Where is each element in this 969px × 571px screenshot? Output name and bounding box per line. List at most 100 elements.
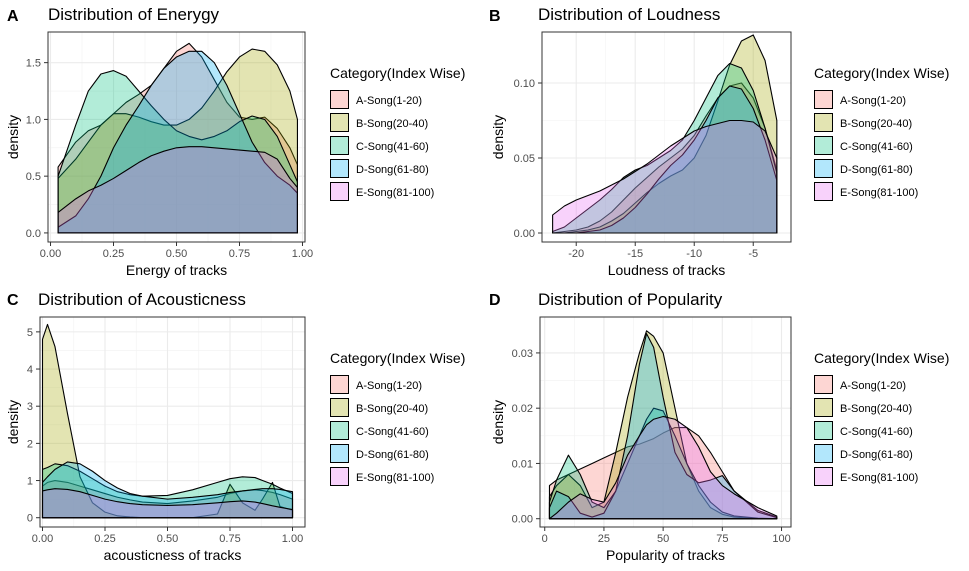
y-axis-title: density [490,115,506,159]
legend-key-bg [814,467,833,486]
legend-label: B-Song(20-40) [356,118,428,130]
legend-label: C-Song(41-60) [356,141,429,153]
x-tick-label: 0 [542,533,548,545]
plot-background [542,32,791,242]
y-axis-title: density [5,400,21,444]
chart-title: Distribution of Enerygy [48,5,220,24]
y-tick-label: 1.5 [26,58,41,70]
legend-swatch [330,159,349,178]
legend-label: C-Song(41-60) [356,426,429,438]
panel-letter: C [7,292,19,309]
x-tick-label: 0.75 [229,248,250,260]
y-tick-label: 0.0 [26,228,41,240]
x-axis-title: Energy of tracks [126,262,227,278]
plot-border [47,31,306,243]
legend-label: B-Song(20-40) [840,403,912,415]
legend-key-bg [330,182,349,201]
panel-letter: B [489,8,501,25]
x-tick-label: 1.00 [282,533,303,545]
legend-key-bg [814,159,833,178]
panel-a: A Distribution of Enerygy 0.00 0.25 0.50 0.75… [5,5,465,278]
chart-title: Distribution of Loudness [538,5,720,24]
legend-swatch [814,375,833,394]
y-tick-label: 0.01 [512,458,533,470]
legend-key-bg [814,90,833,109]
density-area-e [552,119,778,234]
y-tick-label: 0 [27,513,33,525]
y-tick-label: 1.0 [26,114,41,126]
legend-key-bg [814,113,833,132]
legend: Category(Index Wise) A-Song(1-20) B-Song(2… [330,65,465,201]
x-axis-title: acousticness of tracks [104,547,242,563]
y-tick-label: 0.5 [26,171,41,183]
legend-label: A-Song(1-20) [356,95,422,107]
density-area-e [57,146,298,234]
density-area-d [57,50,298,234]
legend-swatch [814,159,833,178]
legend-swatch [814,90,833,109]
density-area-c [552,62,778,234]
legend-swatch [814,421,833,440]
panel-b: B Distribution of Loudness -20 -15 -10 -5 0.00… [489,5,949,278]
legend-swatch [814,136,833,155]
legend: Category(Index Wise) A-Song(1-20) B-Song(2… [330,350,465,486]
legend-key-bg [330,467,349,486]
y-tick-label: 0.05 [514,153,535,165]
x-tick-label: -5 [748,248,758,260]
y-tick-label: 0.00 [512,514,533,526]
x-tick-label: 0.50 [166,248,187,260]
x-tick-label: 0.25 [94,533,115,545]
plot-border [541,31,792,243]
legend-title: Category(Index Wise) [330,350,465,366]
x-tick-label: 50 [657,533,669,545]
legend-label: E-Song(81-100) [356,472,434,484]
legend-key-bg [330,398,349,417]
y-tick-label: 0.02 [512,403,533,415]
legend-label: D-Song(61-80) [840,449,913,461]
x-tick-label: 1.00 [292,248,313,260]
legend: Category(Index Wise) A-Song(1-20) B-Song(2… [814,350,949,486]
legend-swatch [330,444,349,463]
y-tick-label: 0.00 [514,228,535,240]
legend-key-bg [814,421,833,440]
plot-border [39,316,306,528]
x-tick-label: -15 [627,248,643,260]
y-tick-label: 0.10 [514,78,535,90]
legend-swatch [814,113,833,132]
x-tick-label: 0.25 [103,248,124,260]
panel-c: C Distribution of Acousticness 0.00 0.25 0.5… [5,290,465,563]
y-axis-title: density [5,115,21,159]
x-tick-label: 25 [598,533,610,545]
density-area-a [57,42,298,234]
y-tick-label: 1 [27,476,33,488]
y-tick-label: 3 [27,401,33,413]
density-area-c [57,70,298,234]
panel-letter: D [489,292,501,309]
legend-swatch [330,182,349,201]
plot-background [540,317,791,527]
legend-label: D-Song(61-80) [840,164,913,176]
legend-swatch [814,467,833,486]
legend-label: D-Song(61-80) [356,449,429,461]
y-tick-label: 4 [27,364,33,376]
density-area-c [548,407,778,520]
density-area-a [41,479,294,519]
legend-label: B-Song(20-40) [356,403,428,415]
legend-key-bg [330,375,349,394]
density-area-b [57,48,298,234]
chart-title: Distribution of Popularity [538,290,723,309]
x-tick-label: 100 [772,533,790,545]
x-tick-label: 0.00 [40,248,61,260]
x-axis-title: Popularity of tracks [606,547,725,563]
density-area-a [552,82,778,234]
legend-key-bg [814,444,833,463]
legend-key-bg [330,444,349,463]
legend-swatch [814,182,833,201]
legend-swatch [330,136,349,155]
legend-swatch [330,421,349,440]
legend-swatch [814,398,833,417]
legend-key-bg [814,398,833,417]
density-area-b [548,330,778,520]
legend-label: B-Song(20-40) [840,118,912,130]
